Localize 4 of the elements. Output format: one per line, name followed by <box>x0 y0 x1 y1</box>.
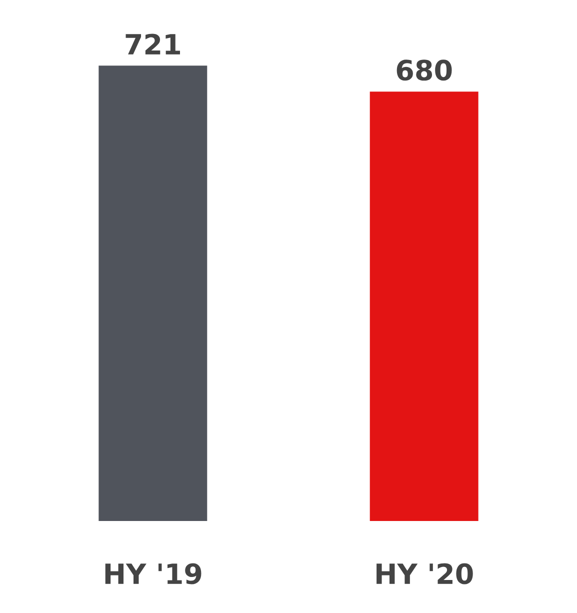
x-tick-label: HY '20 <box>376 563 473 584</box>
data-label: 680 <box>396 60 452 81</box>
x-tick-label: HY '19 <box>105 563 202 584</box>
data-label: 721 <box>126 34 180 54</box>
